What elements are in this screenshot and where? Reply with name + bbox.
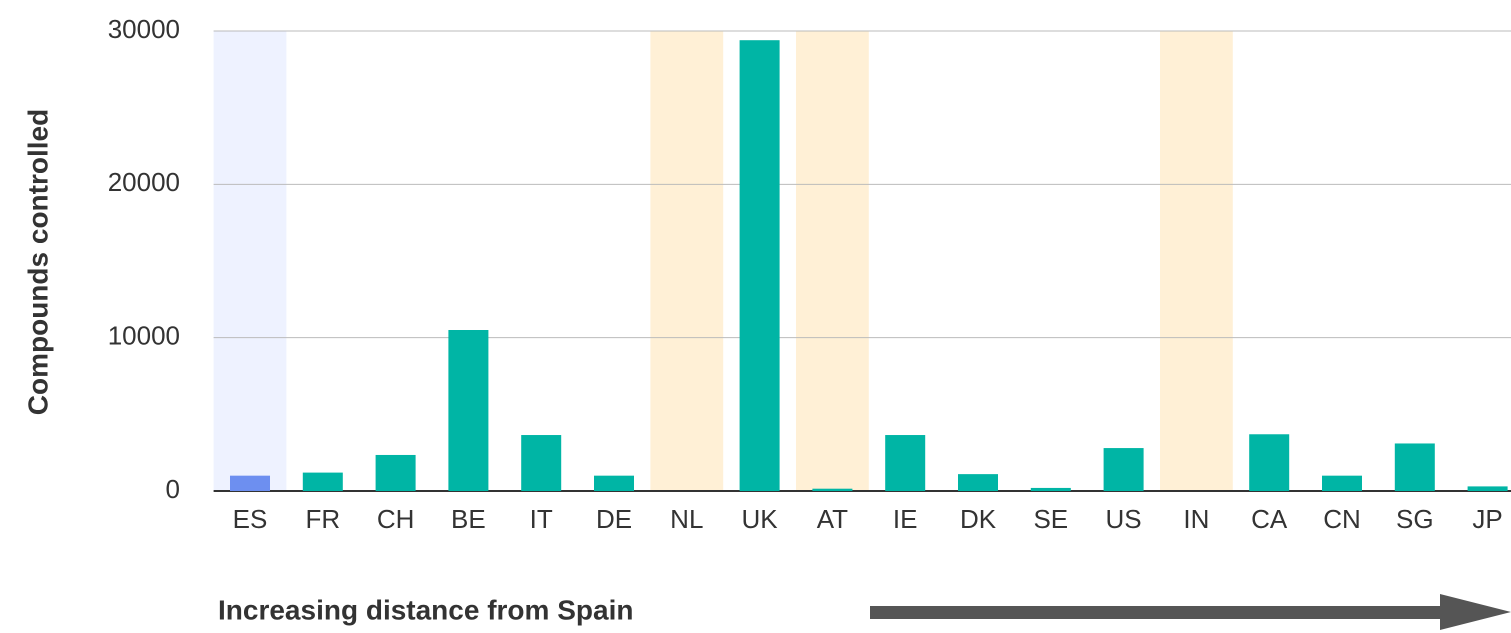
y-tick-label: 30000 [108, 14, 180, 44]
bar [812, 488, 853, 491]
bar [958, 474, 998, 491]
x-tick-label: IE [893, 504, 918, 534]
bar [1322, 475, 1362, 491]
x-tick-label: CN [1323, 504, 1361, 534]
x-tick-label: US [1106, 504, 1142, 534]
bar [739, 40, 780, 491]
arrow-shaft [870, 606, 1450, 619]
x-tick-label: DE [596, 504, 632, 534]
x-tick-label: ES [233, 504, 268, 534]
bar [1467, 486, 1508, 491]
bar [885, 435, 926, 491]
x-tick-label: DK [960, 504, 997, 534]
highlight-layer [213, 31, 1233, 491]
grid-layer: 0 10000 20000 30000 [108, 14, 1511, 504]
x-tick-label: CH [377, 504, 415, 534]
y-tick-label: 0 [166, 474, 180, 504]
arrow [870, 594, 1511, 630]
x-tick-label: SG [1396, 504, 1434, 534]
y-tick-label: 20000 [108, 167, 180, 197]
bar [375, 454, 416, 491]
highlight-band [796, 31, 869, 491]
bar [1030, 487, 1071, 491]
x-tick-label: IN [1183, 504, 1209, 534]
x-tick-label: JP [1472, 504, 1502, 534]
bar [521, 435, 562, 491]
x-tick-label: NL [670, 504, 703, 534]
x-tick-label: UK [742, 504, 779, 534]
bar-layer: ES FR CH BE IT DE NL UK AT IE DK SE US IN CA CN SG JP [230, 40, 1508, 534]
x-tick-label: IT [530, 504, 553, 534]
highlight-band [213, 31, 287, 491]
highlight-band [650, 31, 724, 491]
x-tick-label: SE [1033, 504, 1068, 534]
bar [1249, 434, 1290, 491]
bar [448, 330, 489, 491]
x-tick-label: CA [1251, 504, 1288, 534]
bar [302, 472, 343, 491]
x-tick-label: BE [451, 504, 486, 534]
y-tick-label: 10000 [108, 321, 180, 351]
bar [1394, 443, 1435, 491]
bar [230, 475, 270, 491]
y-axis-label: Compounds controlled [22, 109, 53, 415]
bar [594, 475, 634, 491]
bar [1103, 448, 1144, 491]
x-tick-label: FR [305, 504, 340, 534]
x-tick-label: AT [817, 504, 848, 534]
x-axis-label: Increasing distance from Spain [218, 594, 633, 625]
highlight-band [1160, 31, 1233, 491]
arrow-head [1440, 594, 1511, 630]
